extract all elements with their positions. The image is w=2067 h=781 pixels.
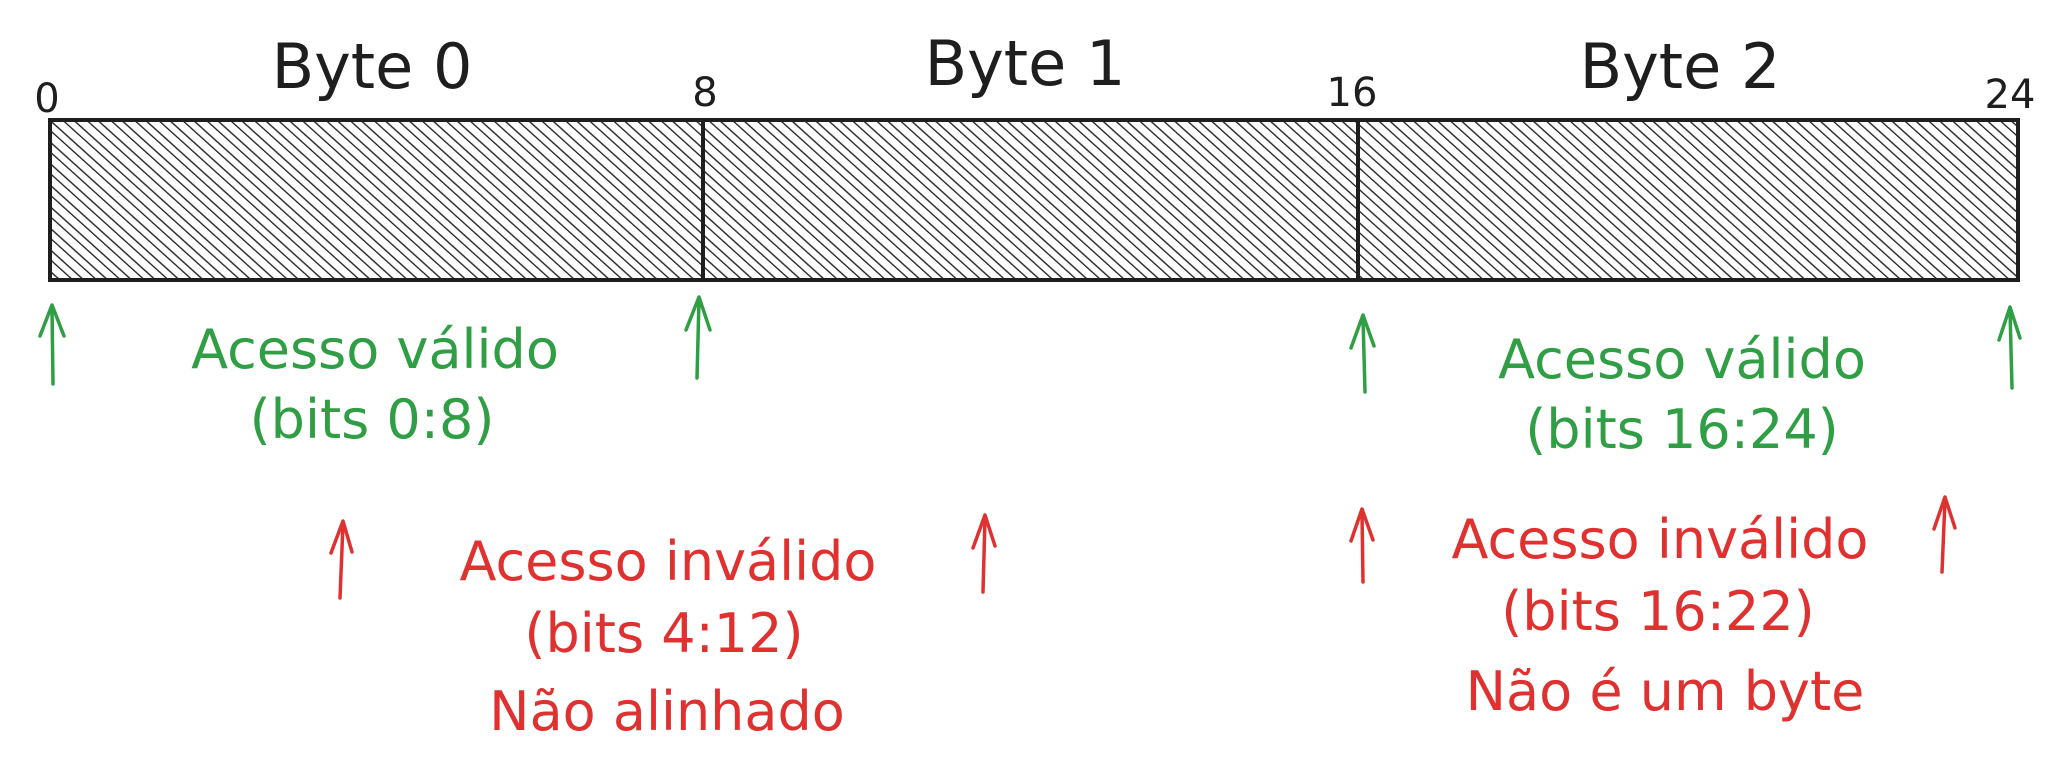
invalid-access-0-range: (bits 4:12) <box>524 602 803 665</box>
bit-tick-8: 8 <box>692 70 717 116</box>
byte-0-title: Byte 0 <box>272 30 473 103</box>
valid-arrow-bit-8 <box>684 295 712 380</box>
bit-tick-0: 0 <box>34 76 59 122</box>
valid-access-1-title: Acesso válido <box>1498 328 1866 391</box>
invalid-arrow-bit-16 <box>1349 507 1375 584</box>
byte-1-box <box>701 118 1360 282</box>
valid-arrow-bit-16 <box>1349 313 1376 394</box>
valid-arrow-bit-24 <box>1997 305 2022 390</box>
invalid-arrow-bit-4 <box>329 519 354 600</box>
invalid-access-0-reason: Não alinhado <box>489 680 845 743</box>
byte-2-title: Byte 2 <box>1580 30 1781 103</box>
invalid-arrow-bit-12 <box>971 513 997 594</box>
invalid-access-1-reason: Não é um byte <box>1466 660 1865 723</box>
byte-0-box <box>48 118 705 282</box>
invalid-access-1-range: (bits 16:22) <box>1501 580 1815 643</box>
valid-access-1-range: (bits 16:24) <box>1525 398 1839 461</box>
valid-arrow-bit-0 <box>38 303 66 386</box>
valid-access-0-title: Acesso válido <box>191 318 559 381</box>
bit-tick-16: 16 <box>1327 70 1378 116</box>
bit-tick-24: 24 <box>1985 72 2036 118</box>
invalid-access-1-title: Acesso inválido <box>1452 508 1869 571</box>
valid-access-0-range: (bits 0:8) <box>250 388 495 451</box>
invalid-arrow-bit-22 <box>1932 495 1957 574</box>
invalid-access-0-title: Acesso inválido <box>460 530 877 593</box>
byte-1-title: Byte 1 <box>925 27 1126 100</box>
byte-2-box <box>1356 118 2020 282</box>
